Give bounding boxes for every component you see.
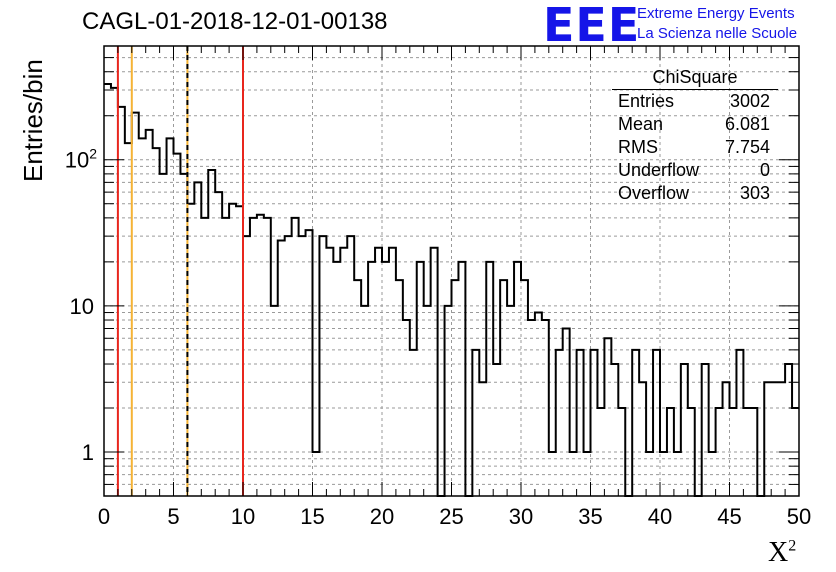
- stats-value: 7.754: [724, 137, 770, 157]
- stats-title: ChiSquare: [612, 66, 778, 90]
- stats-value: 0: [759, 160, 770, 180]
- x-tick-label: 5: [167, 504, 179, 529]
- x-tick-label: 30: [509, 504, 533, 529]
- stats-row-entries: Entries 3002: [612, 90, 778, 113]
- stats-box: ChiSquare Entries 3002 Mean 6.081 RMS 7.754…: [612, 66, 778, 205]
- vertical-markers: [116, 46, 244, 496]
- x-tick-label: 10: [231, 504, 255, 529]
- stats-label: Underflow: [618, 160, 700, 180]
- stats-label: Entries: [618, 91, 675, 111]
- x-tick-label: 25: [439, 504, 463, 529]
- stats-row-rms: RMS 7.754: [612, 136, 778, 159]
- y-tick-label: 10: [70, 294, 94, 319]
- x-axis-label-superscript: 2: [788, 537, 797, 555]
- x-tick-label: 20: [370, 504, 394, 529]
- logo-line-2: La Scienza nelle Scuole: [637, 25, 798, 42]
- axis-ticks: [103, 45, 800, 497]
- histogram-series: [104, 82, 799, 497]
- stats-row-mean: Mean 6.081: [612, 113, 778, 136]
- x-tick-label: 50: [787, 504, 811, 529]
- y-axis-label: Entries/bin: [18, 59, 48, 182]
- tick-labels: 0 5 10 15 20 25 30 35 40 45 50 1 10 102: [65, 146, 812, 529]
- histogram-outline: [104, 82, 799, 497]
- y-tick-label: 102: [65, 146, 97, 173]
- stats-label: RMS: [618, 137, 658, 157]
- x-tick-label: 15: [300, 504, 324, 529]
- grid: [104, 45, 799, 497]
- x-tick-label: 0: [98, 504, 110, 529]
- x-axis-label-base: X: [768, 537, 789, 568]
- logo-line-1: Extreme Energy Events: [637, 5, 795, 22]
- stats-row-overflow: Overflow 303: [612, 182, 778, 205]
- stats-label: Mean: [618, 114, 664, 134]
- stats-value: 6.081: [724, 114, 770, 134]
- x-tick-label: 35: [578, 504, 602, 529]
- x-tick-label: 40: [648, 504, 672, 529]
- logo-text: Extreme Energy Events La Scienza nelle S…: [637, 4, 797, 44]
- eee-logo: EEE: [543, 0, 641, 52]
- stats-value: 303: [739, 183, 770, 203]
- stats-value: 3002: [729, 91, 770, 111]
- y-tick-label: 1: [82, 440, 94, 465]
- chart-title: CAGL-01-2018-12-01-00138: [82, 8, 388, 35]
- stats-label: Overflow: [618, 183, 690, 203]
- x-axis-label: X2: [768, 537, 796, 569]
- x-tick-label: 45: [717, 504, 741, 529]
- stats-row-underflow: Underflow 0: [612, 159, 778, 182]
